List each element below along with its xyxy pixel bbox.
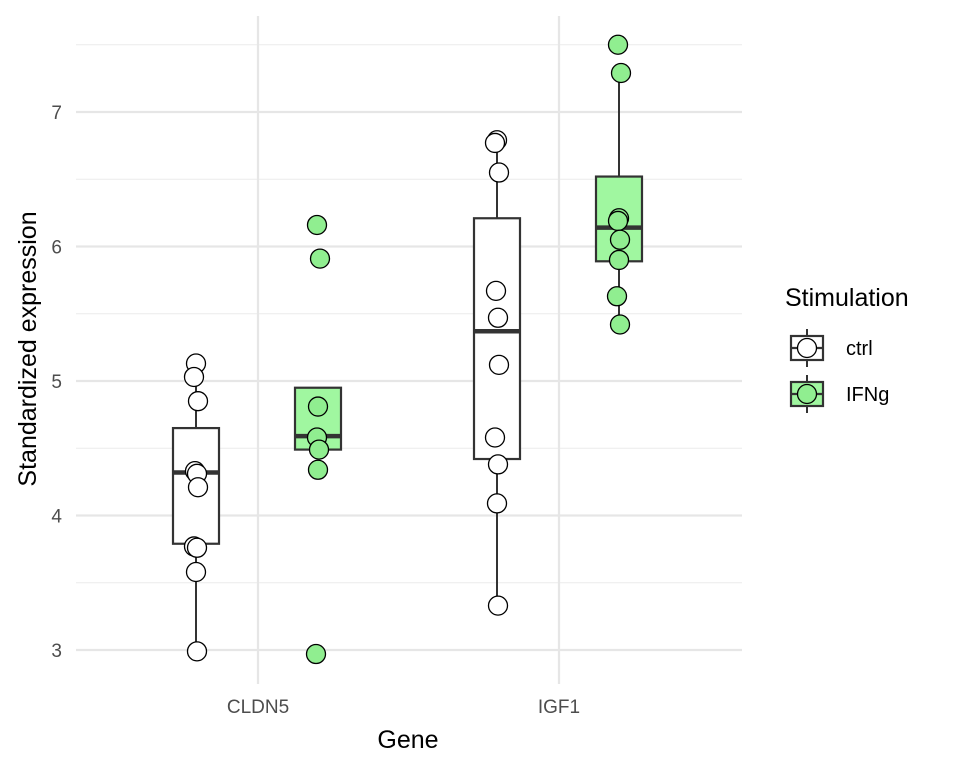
- data-point: [487, 454, 509, 475]
- legend-label: IFNg: [846, 384, 889, 406]
- legend-title: Stimulation: [785, 284, 909, 312]
- grid-lines: [76, 16, 742, 684]
- y-tick-label: 4: [51, 507, 62, 528]
- x-axis-title: Gene: [377, 726, 438, 754]
- y-tick-label: 5: [51, 372, 62, 393]
- y-tick-label: 7: [51, 103, 62, 124]
- data-point: [307, 396, 329, 417]
- legend-key-IFNg: IFNg: [789, 375, 889, 413]
- y-axis-title: Standardized expression: [14, 211, 42, 486]
- data-point: [609, 229, 631, 250]
- data-point: [606, 286, 628, 307]
- data-point: [488, 354, 510, 376]
- data-point: [486, 493, 508, 514]
- data-point: [187, 477, 209, 498]
- data-point: [484, 132, 506, 154]
- y-tick-label: 3: [51, 641, 62, 662]
- data-point: [607, 34, 629, 55]
- data-points: [183, 34, 632, 665]
- x-tick-label: IGF1: [538, 697, 580, 718]
- box-body: [472, 217, 522, 461]
- y-axis-ticks: 3 4 5 6 7: [51, 103, 62, 662]
- box-plots: [171, 72, 644, 652]
- legend-key-point: [796, 337, 818, 359]
- data-point: [485, 280, 507, 302]
- data-point: [487, 307, 509, 328]
- y-tick-label: 6: [51, 238, 62, 259]
- data-point: [306, 214, 328, 236]
- data-point: [185, 561, 207, 583]
- data-point: [186, 537, 208, 558]
- data-point: [607, 210, 629, 232]
- legend-keys: ctrl IFNg: [789, 329, 889, 413]
- data-point: [186, 641, 208, 662]
- data-point: [187, 391, 209, 412]
- data-point: [608, 249, 630, 271]
- x-tick-label: CLDN5: [227, 697, 289, 718]
- data-point: [488, 162, 510, 183]
- data-point: [305, 643, 327, 665]
- data-point: [484, 427, 506, 448]
- data-point: [487, 595, 509, 616]
- data-point: [183, 366, 205, 388]
- data-point: [307, 459, 329, 480]
- legend-label: ctrl: [846, 338, 873, 360]
- legend: Stimulation ctrl IFNg: [785, 284, 909, 413]
- data-point: [609, 314, 631, 335]
- legend-key-ctrl: ctrl: [789, 329, 873, 367]
- legend-key-point: [796, 383, 818, 405]
- x-axis-ticks: CLDN5 IGF1: [227, 697, 580, 718]
- data-point: [610, 62, 632, 84]
- data-point: [308, 439, 330, 460]
- data-point: [309, 248, 331, 269]
